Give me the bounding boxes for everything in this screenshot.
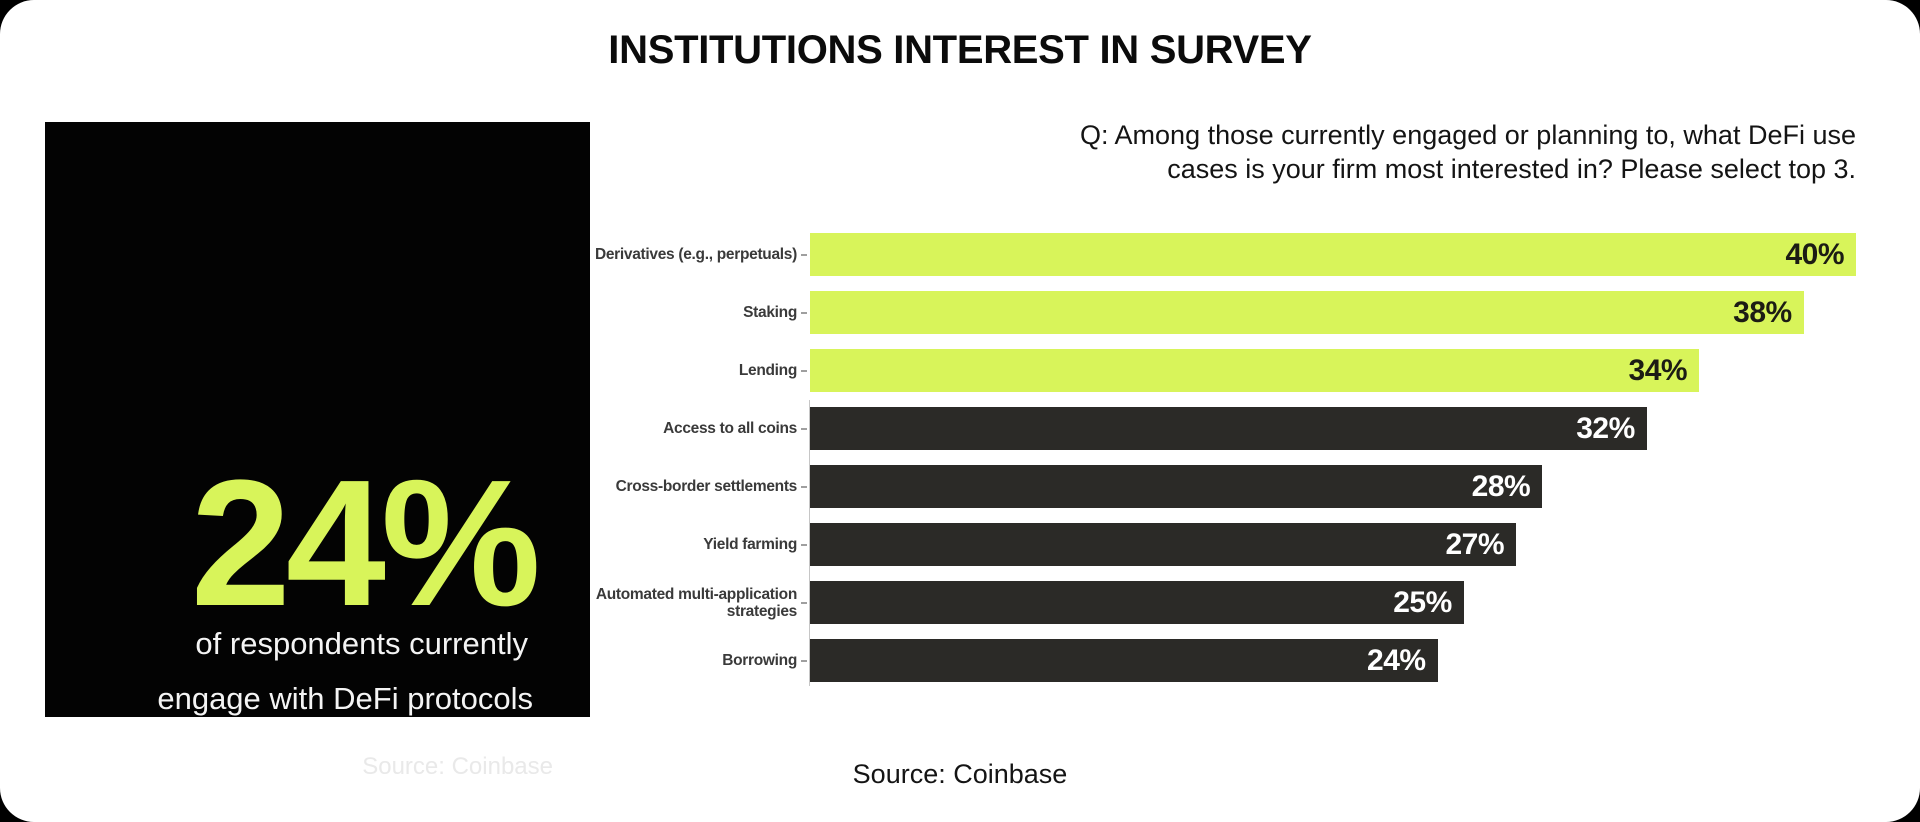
survey-question-line2: cases is your firm most interested in? P… <box>1167 154 1856 184</box>
bar: 28% <box>810 465 1543 508</box>
bar-value-label: 27% <box>1445 527 1505 561</box>
stat-caption-line2: engage with DeFi protocols <box>157 681 533 716</box>
bar-row: Staking 38% <box>569 291 1869 334</box>
stat-caption-line1: of respondents currently <box>195 626 528 661</box>
category-label: Staking <box>743 304 797 321</box>
tick-mark <box>801 601 807 604</box>
chart-source: Source: Coinbase <box>852 759 1068 789</box>
bar-row: Lending 34% <box>569 349 1869 392</box>
tick-mark <box>801 659 807 662</box>
survey-question-line1: Q: Among those currently engaged or plan… <box>1080 120 1856 150</box>
category-label: Lending <box>738 362 797 379</box>
bar: 25% <box>810 581 1464 624</box>
bar-row: Cross-border settlements 28% <box>569 465 1869 508</box>
bar-value-label: 34% <box>1628 353 1688 387</box>
bar-value-label: 38% <box>1733 295 1792 329</box>
tick-mark <box>801 253 807 256</box>
bar-value-label: 24% <box>1367 643 1426 677</box>
axis-line <box>809 400 810 686</box>
bar-row: Derivatives (e.g., perpetuals) 40% <box>569 233 1869 276</box>
tick-mark <box>801 543 807 546</box>
bar-value-label: 28% <box>1471 469 1531 503</box>
bar-row: Automated multi-application strategies 25… <box>569 581 1869 624</box>
bar-value-label: 32% <box>1576 411 1635 445</box>
tick-mark <box>801 485 807 488</box>
bar: 40% <box>810 233 1856 276</box>
bar-value-label: 40% <box>1785 237 1844 271</box>
bar: 24% <box>810 639 1438 682</box>
survey-question: Q: Among those currently engaged or plan… <box>1080 118 1856 186</box>
tick-mark <box>801 369 807 372</box>
bar-row: Yield farming 27% <box>569 523 1869 566</box>
category-label: Derivatives (e.g., perpetuals) <box>594 246 797 263</box>
bar: 38% <box>810 291 1804 334</box>
category-label: Access to all coins <box>663 420 797 437</box>
bar-row: Access to all coins 32% <box>569 407 1869 450</box>
bar: 32% <box>810 407 1647 450</box>
tick-mark <box>801 311 807 314</box>
bar: 27% <box>810 523 1517 566</box>
stat-callout-box: 24% of respondents currently engage with… <box>45 122 590 780</box>
page-title: INSTITUTIONS INTEREST IN SURVEY <box>608 28 1312 72</box>
tick-mark <box>801 427 807 430</box>
stat-source: Source: Coinbase <box>362 753 553 780</box>
bar-value-label: 25% <box>1393 585 1452 619</box>
category-label: Yield farming <box>703 536 797 553</box>
bar: 34% <box>810 349 1700 392</box>
bar-rows: Derivatives (e.g., perpetuals) 40% Staking… <box>569 233 1869 682</box>
bar-chart: Derivatives (e.g., perpetuals) 40% Staking… <box>569 233 1869 697</box>
category-label: Borrowing <box>722 652 797 669</box>
bar-row: Borrowing 24% <box>569 639 1869 682</box>
stat-value: 24% <box>190 443 541 644</box>
category-label: Automated multi-application strategies <box>595 585 797 620</box>
category-label: Cross-border settlements <box>615 478 798 495</box>
